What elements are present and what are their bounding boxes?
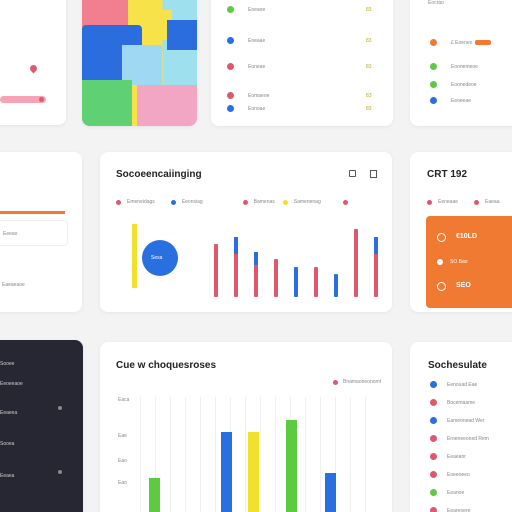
list-item[interactable]: Eeoeeae — [430, 97, 471, 104]
card-title: Eocrao — [428, 0, 444, 6]
chart-bar — [274, 259, 278, 297]
orange-divider — [0, 211, 65, 214]
bar — [286, 420, 297, 512]
heart-icon — [28, 63, 39, 74]
chart-bar — [214, 244, 218, 297]
stats-title: CRT 192 — [427, 169, 468, 180]
chart-bar — [254, 252, 258, 297]
list-item[interactable]: Eroeneeoned Rem — [430, 435, 489, 442]
list-item[interactable]: Eoeaoe — [227, 6, 265, 13]
status-dot-icon — [430, 435, 437, 442]
chart-title: Socoeencaiinging — [116, 169, 202, 180]
value: 83 — [366, 93, 372, 99]
list-item[interactable]: Eeareoere — [430, 507, 470, 512]
chart-bar — [334, 274, 338, 297]
chart-bar — [314, 267, 318, 297]
status-dot-icon — [227, 92, 234, 99]
stats-panel[interactable]: €10LD SO Bao SEO — [426, 216, 512, 308]
list-item[interactable]: Eeanoe — [430, 489, 464, 496]
bar — [248, 432, 259, 512]
donut-chart: Sesa — [142, 240, 178, 276]
tag-badge — [475, 40, 492, 45]
chart-bar — [234, 237, 238, 297]
bar-chart — [210, 222, 380, 297]
list-item[interactable]: Eoneae — [227, 63, 265, 70]
top-left-card — [0, 0, 66, 125]
chart-bar — [374, 237, 378, 297]
list-item[interactable]: Bocemaame — [430, 399, 475, 406]
main-chart-card: Socoeencaiinging Emeneidags Eeonsiag Bam… — [100, 152, 392, 312]
status-dot-icon — [227, 105, 234, 112]
status-dot-icon — [430, 39, 437, 46]
coin-icon — [437, 259, 443, 265]
middle-left-card: Eeeao Eaeaeaoe — [0, 152, 82, 312]
list-item[interactable]: Eoonemeoe — [430, 63, 478, 70]
document-icon[interactable] — [370, 170, 377, 178]
status-dot-icon — [430, 417, 437, 424]
bar — [325, 473, 336, 512]
value: 83 — [366, 7, 372, 13]
dark-sidebar-card: Sooee Eeoeeaoe Eeaeea Sooea Eeaea — [0, 340, 83, 512]
chart-bar — [294, 267, 298, 297]
coin-icon — [437, 282, 446, 291]
list-item[interactable]: Eonoae — [227, 105, 265, 112]
stats-card: CRT 192 Eeneaae Eaeaa €10LD SO Bao SEO — [410, 152, 512, 312]
bar — [221, 432, 232, 512]
value: 83 — [366, 106, 372, 112]
print-icon[interactable] — [349, 170, 356, 177]
value: 83 — [366, 38, 372, 44]
list-item[interactable]: Eameonead Wer — [430, 417, 484, 424]
bottom-chart-card: Cue w choquesroses Bnamaoneonomt Eaca Ea… — [100, 342, 392, 512]
input-field[interactable]: Eeeao — [0, 220, 68, 246]
value: 83 — [366, 64, 372, 70]
coin-icon — [437, 233, 446, 242]
pixel-art-tile — [82, 0, 197, 126]
bottom-right-list-card: Sochesulate Eenouad Eae Bocemaame Eameonea… — [410, 342, 512, 512]
list-item[interactable]: Eeaeanr — [430, 453, 466, 460]
list-item[interactable]: Eoeaae — [227, 37, 265, 44]
list-item[interactable]: Eoeeoeeo — [430, 471, 470, 478]
top-right-list-card: Eocrao £ Eoeneo Eoonemeoe Eoonedeoe Eeoe… — [410, 0, 512, 126]
list-item[interactable]: Eomaeoe — [227, 92, 269, 99]
status-dot-icon — [430, 63, 437, 70]
status-dot-icon — [227, 6, 234, 13]
donut-highlight — [132, 224, 137, 288]
list-item[interactable]: Eenouad Eae — [430, 381, 477, 388]
status-dot-icon — [227, 37, 234, 44]
status-dot-icon — [430, 97, 437, 104]
legend: Emeneidags Eeonsiag Bamenas Samenenag — [116, 199, 348, 205]
status-dot-icon — [430, 507, 437, 512]
bar — [149, 478, 160, 512]
progress-bar — [0, 96, 46, 103]
status-dot-icon — [430, 81, 437, 88]
status-dot-icon — [430, 453, 437, 460]
status-dot-icon — [430, 381, 437, 388]
list-title: Sochesulate — [428, 360, 487, 371]
status-dot-icon — [430, 471, 437, 478]
top-middle-list-card: Eoeaoe Eoeaae Eoneae Eomaeoe Eonoae 83 8… — [211, 0, 393, 126]
chart-bar — [354, 229, 358, 297]
status-dot-icon — [430, 489, 437, 496]
status-dot-icon — [430, 399, 437, 406]
list-item[interactable]: Eoonedeoe — [430, 81, 477, 88]
status-dot-icon — [227, 63, 234, 70]
bottom-chart-title: Cue w choquesroses — [116, 360, 217, 371]
list-item[interactable]: £ Eoeneo — [430, 39, 492, 46]
